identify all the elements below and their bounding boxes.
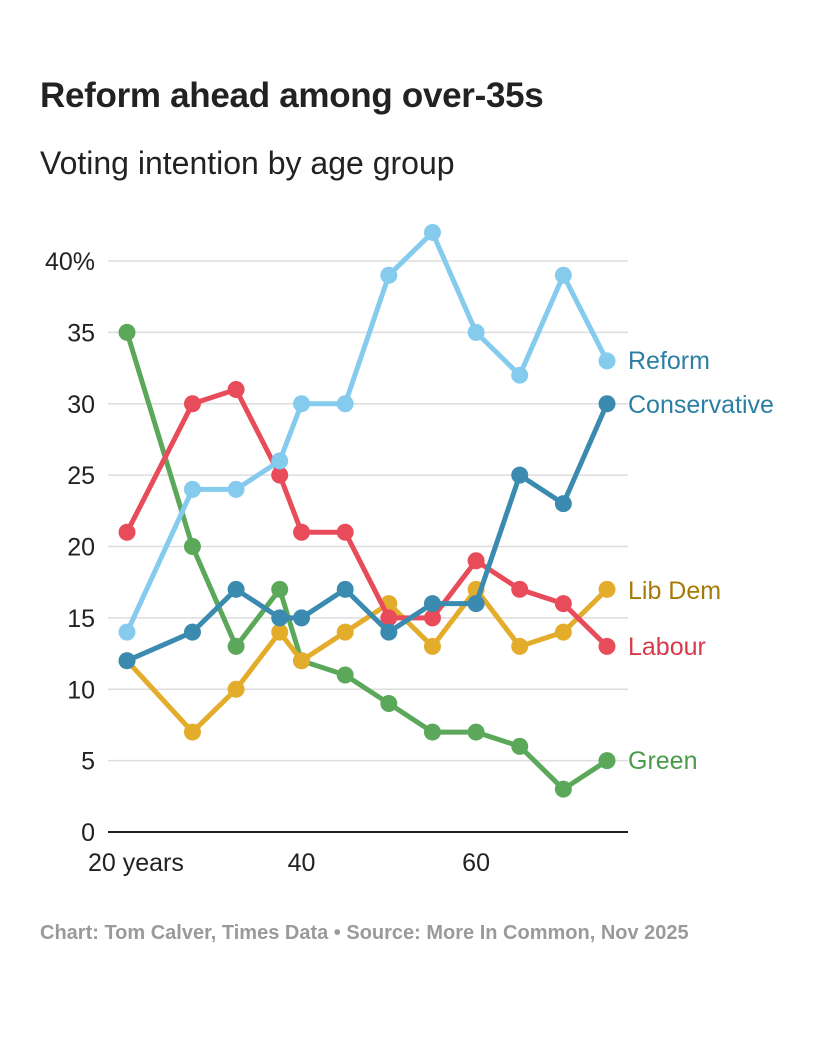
lib-dem-point xyxy=(511,637,529,655)
labour-point xyxy=(423,609,441,627)
reform-point xyxy=(336,395,354,413)
x-tick-label: 20 years xyxy=(88,849,184,877)
labour-point xyxy=(118,523,136,541)
lib-dem-point xyxy=(227,680,245,698)
labour-point xyxy=(336,523,354,541)
conservative-point xyxy=(227,580,245,598)
labour-point xyxy=(293,523,311,541)
conservative-point xyxy=(183,623,201,641)
conservative-point xyxy=(293,609,311,627)
conservative-point xyxy=(554,495,572,513)
lib-dem-point xyxy=(598,580,616,598)
y-tick-label: 0 xyxy=(81,819,95,847)
y-tick-label: 15 xyxy=(67,605,95,633)
reform-point xyxy=(271,452,289,470)
labour-point xyxy=(227,380,245,398)
labour-point xyxy=(380,609,398,627)
chart-credit: Chart: Tom Calver, Times Data • Source: … xyxy=(40,922,689,944)
conservative-line xyxy=(124,401,610,664)
reform-point xyxy=(511,366,529,384)
lib-dem-point xyxy=(293,652,311,670)
conservative-point xyxy=(598,395,616,413)
green-point xyxy=(511,737,529,755)
axes: 0 5 10 15 20 25 30 35 40% 20 years 40 60 xyxy=(45,248,628,877)
green-point xyxy=(423,723,441,741)
labour-label: Labour xyxy=(628,633,706,661)
reform-point xyxy=(598,352,616,370)
reform-point xyxy=(293,395,311,413)
reform-point xyxy=(467,323,485,341)
reform-point xyxy=(118,623,136,641)
labour-point xyxy=(271,466,289,484)
green-point xyxy=(380,695,398,713)
labour-point xyxy=(598,637,616,655)
x-tick-label: 40 xyxy=(288,849,316,877)
conservative-point xyxy=(118,652,136,670)
y-tick-label: 25 xyxy=(67,462,95,490)
y-tick-label: 35 xyxy=(67,319,95,347)
y-tick-label: 20 xyxy=(67,534,95,562)
y-tick-label: 5 xyxy=(81,748,95,776)
conservative-point xyxy=(511,466,529,484)
labour-point xyxy=(183,395,201,413)
chart-title: Reform ahead among over-35s xyxy=(40,76,544,115)
green-point xyxy=(227,637,245,655)
green-point xyxy=(598,752,616,770)
conservative-point xyxy=(380,623,398,641)
green-point xyxy=(118,323,136,341)
reform-point xyxy=(183,480,201,498)
reform-point xyxy=(554,266,572,284)
green-point xyxy=(183,538,201,555)
green-point xyxy=(336,666,354,684)
lib-dem-point xyxy=(271,623,289,641)
lib-dem-point xyxy=(336,623,354,641)
lib-dem-point xyxy=(183,723,201,741)
chart-subtitle: Voting intention by age group xyxy=(40,145,455,181)
labour-point xyxy=(554,595,572,613)
green-point xyxy=(554,780,572,798)
reform-point xyxy=(380,266,398,284)
conservative-point xyxy=(467,595,485,613)
reform-point xyxy=(227,480,245,498)
lib-dem-point xyxy=(554,623,572,641)
series-labels: Green Lib Dem Labour Conservative Reform xyxy=(628,347,774,775)
labour-point xyxy=(511,580,529,598)
lib-dem-point xyxy=(423,637,441,655)
conservative-label: Conservative xyxy=(628,391,774,419)
green-label: Green xyxy=(628,747,697,775)
reform-point xyxy=(423,223,441,241)
y-tick-label: 30 xyxy=(67,391,95,419)
conservative-point xyxy=(336,580,354,598)
x-tick-label: 60 xyxy=(462,849,490,877)
series-lines xyxy=(118,223,616,798)
conservative-point xyxy=(271,609,289,627)
conservative-point xyxy=(423,595,441,613)
y-tick-label: 10 xyxy=(67,676,95,704)
green-point xyxy=(271,580,289,598)
green-line xyxy=(124,329,610,792)
lib-dem-label: Lib Dem xyxy=(628,577,721,605)
labour-point xyxy=(467,552,485,570)
y-tick-label: 40% xyxy=(45,248,95,276)
reform-label: Reform xyxy=(628,347,710,375)
green-point xyxy=(467,723,485,741)
line-chart: 0 5 10 15 20 25 30 35 40% 20 years 40 60 Green Lib D… xyxy=(45,223,774,877)
